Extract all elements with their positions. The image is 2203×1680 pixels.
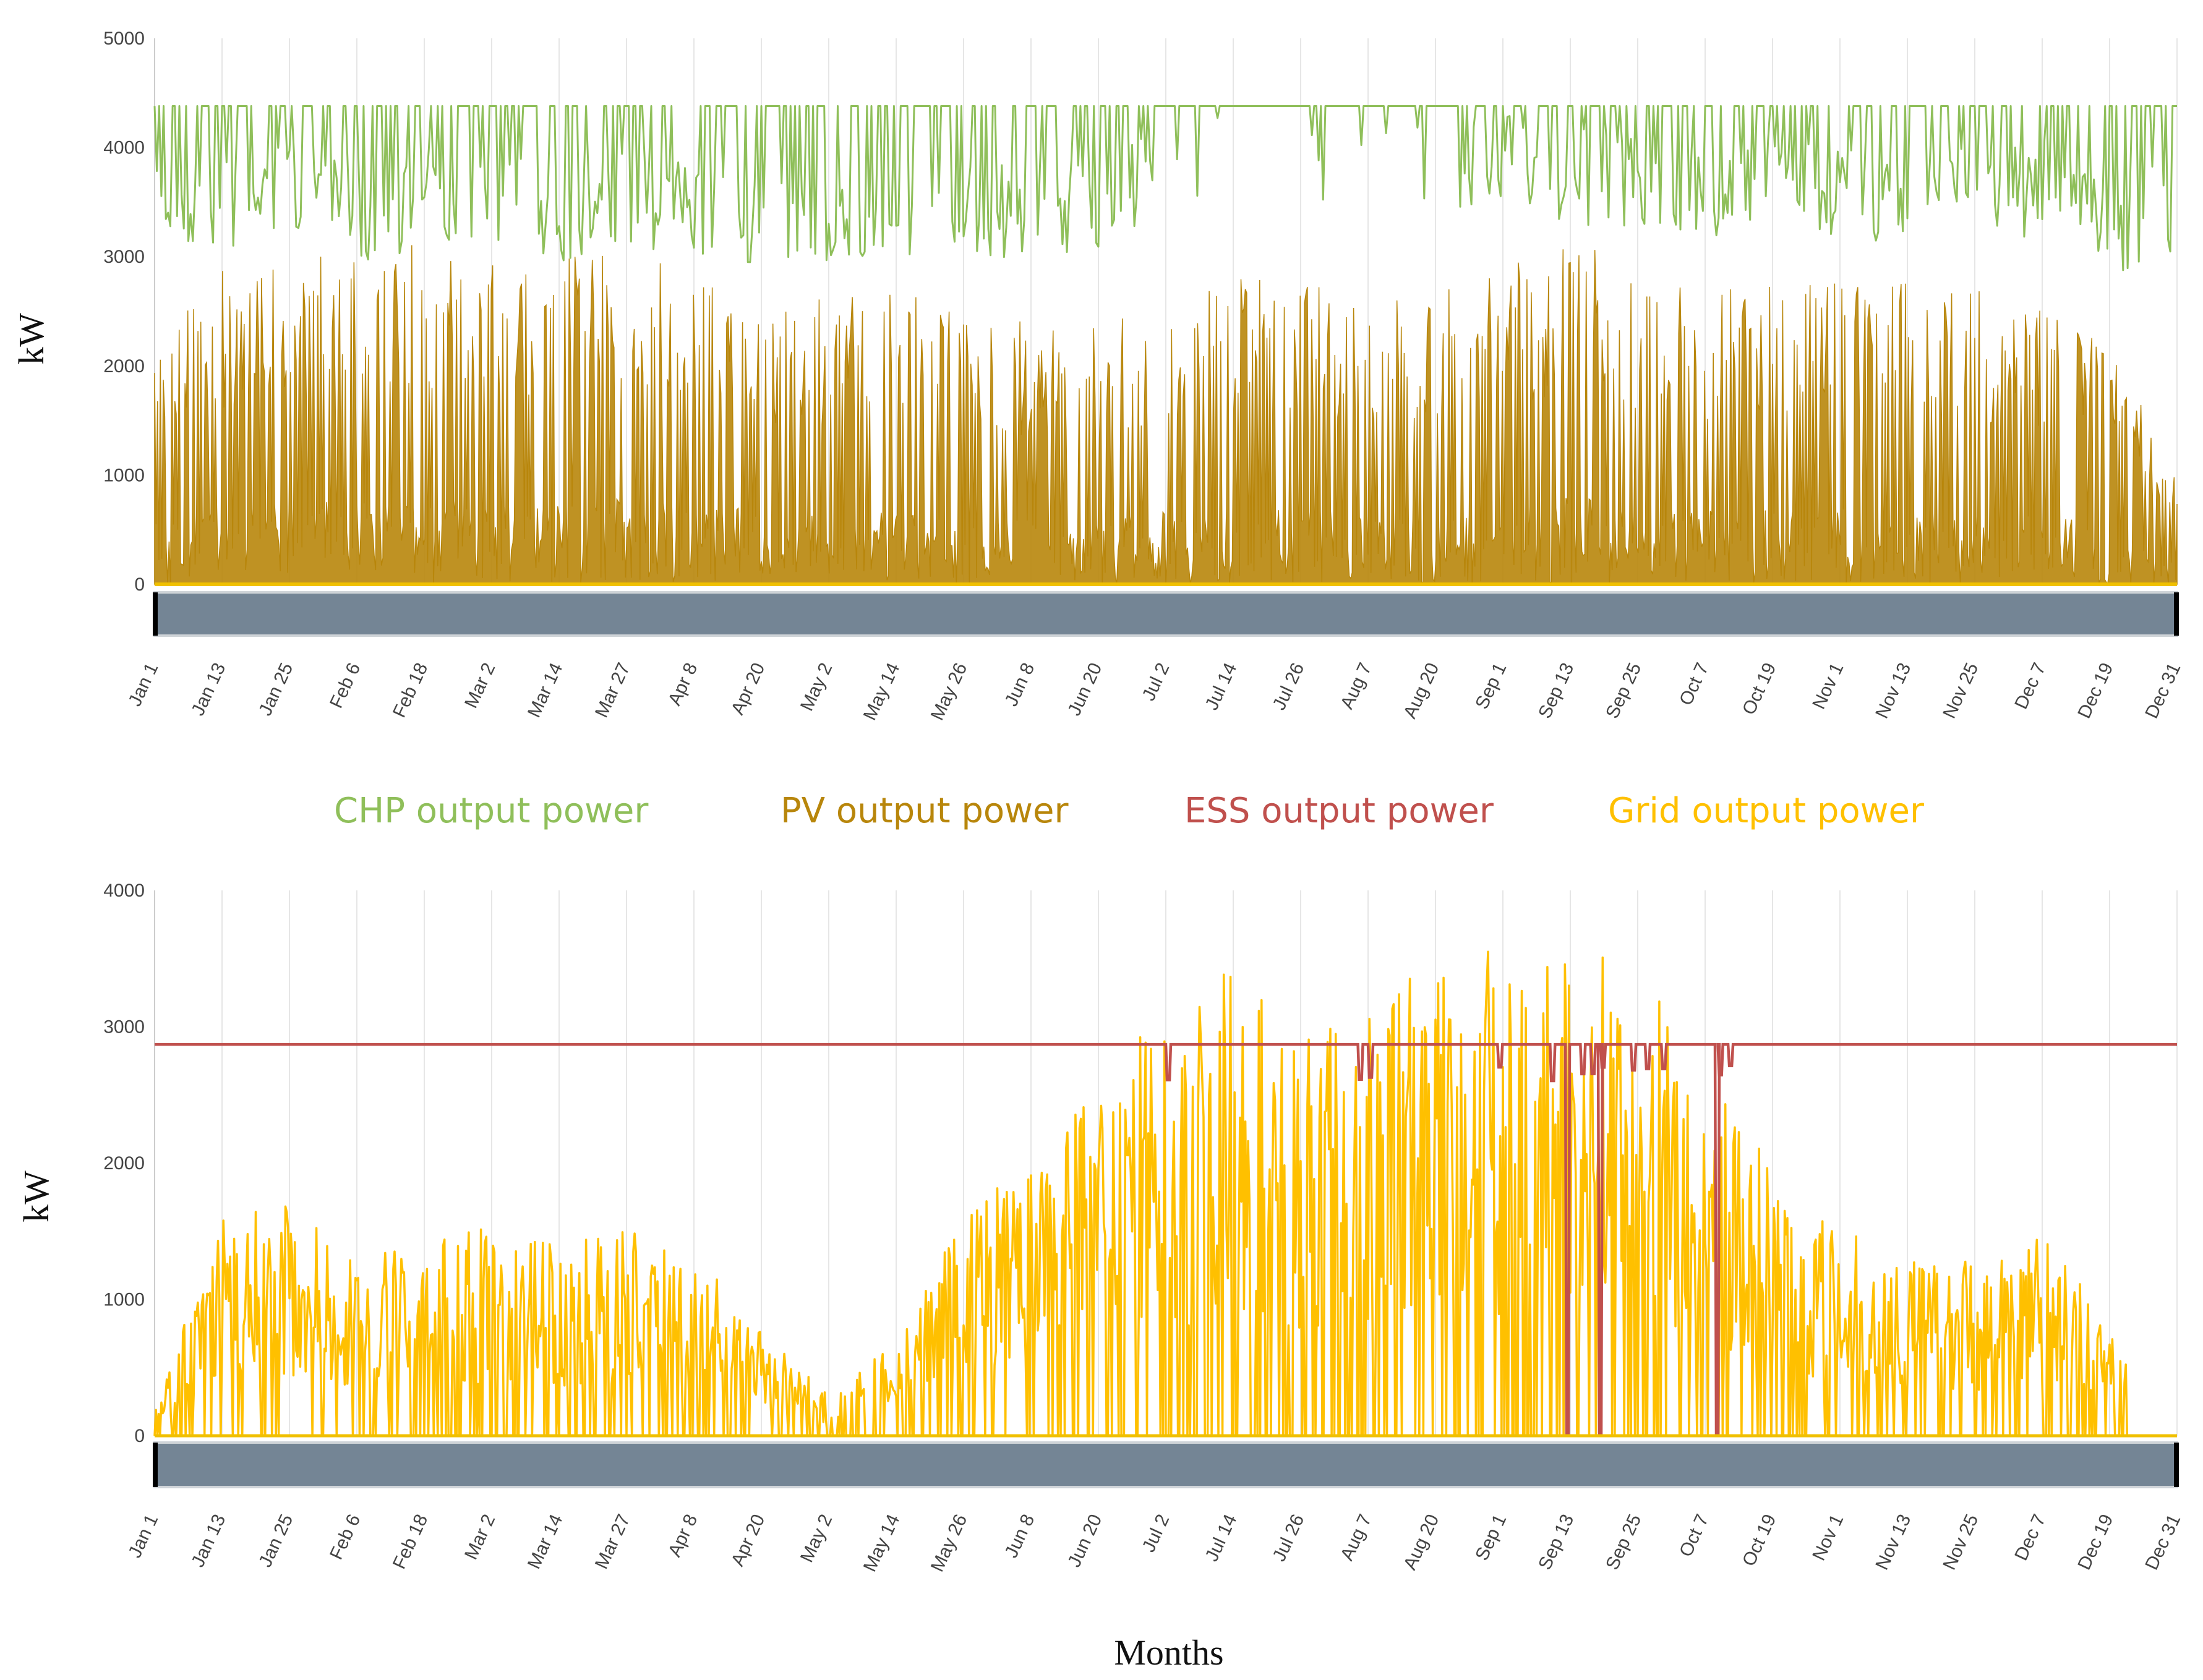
x-tick-label: Jul 26: [1269, 1511, 1309, 1565]
x-tick-label: Jan 1: [124, 1511, 162, 1561]
top-navigator-handle-right[interactable]: [2174, 592, 2179, 636]
series-chp-output-power: [153, 105, 2177, 271]
top-y-ticks: 0 1000 2000 3000 4000 5000: [103, 28, 145, 595]
x-tick-label: May 26: [927, 660, 971, 723]
y-tick-label: 4000: [103, 138, 145, 158]
bottom-chart: 0 1000 2000 3000 4000 kW Jan 1 Jan 13 Jan 25 Fe…: [16, 881, 2184, 1673]
y-tick-label: 1000: [103, 465, 145, 485]
x-tick-label: Sep 1: [1471, 660, 1510, 712]
series-pv-output-power: [154, 245, 2178, 586]
bottom-navigator-handle-right[interactable]: [2174, 1443, 2179, 1487]
x-tick-label: Nov 1: [1808, 660, 1847, 712]
x-tick-label: Jan 1: [124, 660, 162, 709]
y-tick-label: 0: [134, 574, 145, 595]
x-tick-label: Feb 18: [389, 1511, 432, 1572]
x-tick-label: Dec 31: [2141, 1511, 2184, 1573]
y-tick-label: 2000: [103, 356, 145, 377]
top-range-navigator[interactable]: [153, 591, 2178, 637]
x-tick-label: Feb 6: [326, 1511, 364, 1563]
x-tick-label: Mar 2: [461, 1511, 499, 1563]
x-tick-label: Aug 20: [1400, 660, 1443, 722]
x-tick-label: Dec 19: [2074, 660, 2117, 722]
x-axis-title: Months: [1114, 1632, 1223, 1673]
bottom-x-ticks: Jan 1 Jan 13 Jan 25 Feb 6 Feb 18 Mar 2 Mar 14 M…: [124, 1511, 2184, 1575]
top-y-label: kW: [11, 313, 51, 365]
x-tick-label: Jan 25: [255, 660, 297, 719]
x-tick-label: Feb 6: [326, 660, 364, 711]
x-tick-label: Apr 20: [727, 660, 769, 718]
top-navigator-handle-left[interactable]: [153, 592, 158, 636]
x-tick-label: Jun 20: [1064, 1511, 1106, 1571]
x-tick-label: Sep 25: [1602, 660, 1645, 722]
y-tick-label: 3000: [103, 247, 145, 267]
x-tick-label: May 14: [860, 660, 904, 723]
x-tick-label: Nov 13: [1871, 660, 1915, 722]
x-tick-label: Nov 25: [1939, 1511, 1982, 1573]
x-tick-label: Aug 7: [1337, 1511, 1375, 1564]
x-tick-label: Sep 13: [1534, 660, 1578, 722]
x-tick-label: Jul 2: [1139, 1511, 1174, 1555]
x-tick-label: Sep 25: [1602, 1511, 1645, 1573]
top-series: [153, 105, 2178, 586]
bottom-y-label: kW: [16, 1170, 56, 1222]
x-tick-label: May 2: [797, 660, 836, 714]
y-tick-label: 1000: [103, 1290, 145, 1310]
x-tick-label: Jul 26: [1269, 660, 1309, 714]
x-tick-label: Mar 27: [591, 660, 634, 721]
x-tick-label: Jun 8: [1001, 660, 1038, 709]
x-tick-label: May 26: [927, 1511, 971, 1575]
x-tick-label: Apr 8: [664, 660, 701, 709]
x-tick-label: Apr 20: [727, 1511, 769, 1569]
x-tick-label: Nov 13: [1871, 1511, 1915, 1573]
x-tick-label: Oct 7: [1675, 1511, 1713, 1560]
legend: CHP output power PV output power ESS outpu…: [334, 791, 1925, 831]
x-tick-label: Nov 25: [1939, 660, 1982, 722]
x-tick-label: Mar 14: [524, 660, 567, 721]
bottom-y-ticks: 0 1000 2000 3000 4000: [103, 881, 145, 1446]
x-tick-label: Jan 25: [255, 1511, 297, 1571]
x-tick-label: May 2: [797, 1511, 836, 1566]
x-tick-label: Nov 1: [1808, 1511, 1847, 1564]
x-tick-label: Oct 7: [1675, 660, 1713, 709]
x-tick-label: Dec 7: [2011, 1511, 2050, 1564]
legend-item[interactable]: Grid output power: [1608, 791, 1925, 831]
x-tick-label: Mar 27: [591, 1511, 634, 1572]
x-tick-label: Aug 7: [1337, 660, 1375, 712]
y-tick-label: 4000: [103, 881, 145, 901]
x-tick-label: Mar 2: [461, 660, 499, 711]
y-tick-label: 2000: [103, 1153, 145, 1174]
bottom-navigator-handle-left[interactable]: [153, 1443, 158, 1487]
bottom-range-navigator[interactable]: [153, 1441, 2178, 1488]
top-x-ticks: Jan 1 Jan 13 Jan 25 Feb 6 Feb 18 Mar 2 Mar 14 M…: [124, 660, 2184, 723]
x-tick-label: Oct 19: [1739, 660, 1780, 718]
x-tick-label: Sep 1: [1471, 1511, 1510, 1564]
x-tick-label: Dec 19: [2074, 1511, 2117, 1573]
x-tick-label: Dec 7: [2011, 660, 2050, 712]
x-tick-label: Apr 8: [664, 1511, 701, 1560]
y-tick-label: 3000: [103, 1017, 145, 1038]
x-tick-label: Jul 14: [1202, 1511, 1241, 1565]
x-tick-label: Oct 19: [1739, 1511, 1780, 1569]
x-tick-label: Aug 20: [1400, 1511, 1443, 1573]
legend-item[interactable]: ESS output power: [1184, 791, 1494, 831]
legend-item[interactable]: PV output power: [781, 791, 1069, 831]
x-tick-label: Feb 18: [389, 660, 432, 721]
x-tick-label: Jul 2: [1139, 660, 1174, 704]
x-tick-label: Jun 8: [1001, 1511, 1038, 1561]
y-tick-label: 0: [134, 1426, 145, 1446]
x-tick-label: Mar 14: [524, 1511, 567, 1572]
legend-item[interactable]: CHP output power: [334, 791, 649, 831]
x-tick-label: Jan 13: [187, 1511, 229, 1571]
x-tick-label: Jan 13: [187, 660, 229, 719]
x-tick-label: Sep 13: [1534, 1511, 1578, 1573]
x-tick-label: Jul 14: [1202, 660, 1241, 714]
x-tick-label: May 14: [860, 1511, 904, 1575]
x-tick-label: Jun 20: [1064, 660, 1106, 719]
y-tick-label: 5000: [103, 28, 145, 49]
x-tick-label: Dec 31: [2141, 660, 2184, 722]
